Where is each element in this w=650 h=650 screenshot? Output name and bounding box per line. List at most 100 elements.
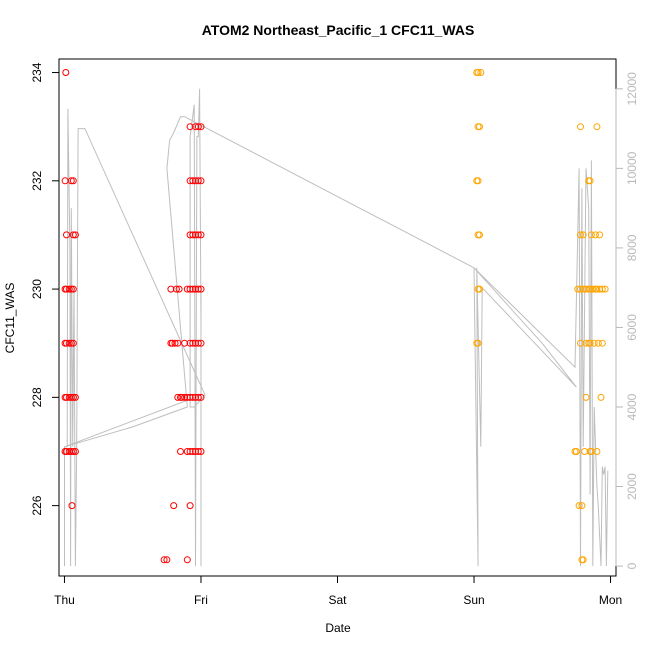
data-point-series-1 [183, 556, 191, 564]
data-point-series-1 [69, 393, 77, 401]
y-tick-label: 230 [30, 279, 44, 299]
data-point-series-1 [174, 393, 182, 401]
x-tick-label: Sat [328, 593, 347, 607]
data-point-series-1 [197, 177, 205, 185]
data-point-series-1 [174, 339, 182, 347]
data-point-series-1 [69, 448, 77, 455]
data-point-series-1 [68, 502, 76, 510]
data-point-series-1 [69, 285, 77, 293]
x-tick-label: Fri [194, 593, 208, 607]
data-point-series-2 [577, 123, 584, 131]
data-point-series-1 [194, 231, 202, 239]
data-point-series-2 [597, 393, 605, 401]
data-point-series-2 [586, 177, 594, 185]
data-point-series-1 [186, 177, 194, 185]
line-layer [64, 88, 609, 567]
y2-tick-label: 4000 [625, 393, 639, 420]
data-point-series-1 [172, 285, 180, 293]
data-point-series-1 [67, 448, 75, 455]
data-point-series-1 [163, 556, 171, 564]
data-point-series-1 [69, 177, 77, 185]
data-point-series-1 [186, 231, 194, 239]
x-axis-label: Date [325, 621, 351, 635]
data-point-series-1 [71, 231, 79, 239]
y-axis: 226 228 230 232 234 [30, 62, 60, 516]
data-point-series-1 [194, 448, 202, 455]
y-tick-label: 226 [30, 495, 44, 515]
chart-title: ATOM2 Northeast_Pacific_1 CFC11_WAS [202, 22, 475, 38]
points-layer [61, 69, 609, 564]
data-point-series-1 [197, 231, 205, 239]
data-point-series-2 [574, 285, 582, 293]
data-point-series-1 [63, 393, 70, 401]
data-point-series-1 [186, 123, 194, 131]
y-tick-label: 234 [30, 62, 44, 82]
data-point-series-2 [474, 69, 482, 76]
data-point-series-1 [197, 393, 205, 401]
data-point-series-1 [197, 123, 205, 131]
x-axis: Thu Fri Sat Sun Mon [54, 575, 622, 607]
data-point-series-2 [590, 339, 598, 347]
y2-axis: 0 2000 4000 6000 8000 10000 12000 [615, 72, 639, 569]
data-point-series-2 [598, 285, 606, 293]
data-point-series-1 [71, 448, 79, 455]
data-point-series-1 [67, 393, 75, 401]
data-point-series-1 [63, 285, 70, 293]
y-tick-label: 228 [30, 387, 44, 407]
data-point-series-1 [194, 393, 202, 401]
y2-tick-label: 12000 [625, 72, 639, 106]
data-point-series-2 [582, 339, 590, 347]
data-point-series-1 [197, 285, 205, 293]
data-point-series-1 [65, 285, 73, 293]
data-point-series-2 [476, 285, 483, 293]
data-point-series-1 [171, 339, 179, 347]
data-point-series-2 [587, 231, 595, 239]
data-point-series-2 [474, 177, 482, 185]
data-point-series-2 [586, 285, 594, 293]
data-point-series-1 [194, 339, 202, 347]
data-point-series-2 [601, 285, 609, 293]
data-point-series-1 [160, 556, 168, 564]
data-point-series-1 [62, 69, 70, 76]
data-point-series-1 [69, 231, 77, 239]
data-point-series-2 [593, 285, 601, 293]
data-point-series-2 [596, 231, 604, 239]
data-point-series-1 [61, 177, 69, 185]
data-point-series-1 [186, 502, 194, 510]
data-point-series-2 [578, 502, 586, 510]
x-tick-label: Sun [463, 593, 484, 607]
data-point-series-1 [65, 339, 73, 347]
data-point-series-1 [67, 339, 75, 347]
data-point-series-1 [63, 448, 70, 455]
data-point-series-2 [594, 339, 602, 347]
data-point-series-1 [63, 231, 70, 239]
data-point-series-1 [175, 285, 183, 293]
data-point-series-1 [178, 393, 186, 401]
series-line [64, 88, 609, 567]
data-point-series-1 [194, 123, 202, 131]
y2-tick-label: 6000 [625, 314, 639, 341]
data-point-series-2 [474, 339, 482, 347]
data-point-series-2 [592, 231, 599, 239]
data-point-series-2 [582, 285, 590, 293]
y-tick-label: 232 [30, 170, 44, 190]
y2-tick-label: 2000 [625, 473, 639, 500]
data-point-series-1 [197, 448, 205, 455]
data-point-series-2 [476, 123, 483, 131]
data-point-series-2 [593, 123, 601, 131]
x-tick-label: Thu [54, 593, 75, 607]
data-point-series-1 [194, 285, 202, 293]
data-point-series-2 [589, 285, 597, 293]
data-point-series-1 [194, 177, 202, 185]
data-point-series-1 [177, 448, 184, 455]
data-point-series-2 [577, 231, 584, 239]
y2-tick-label: 0 [625, 562, 639, 569]
data-point-series-2 [575, 502, 583, 510]
data-point-series-1 [71, 393, 79, 401]
y-axis-label: CFC11_WAS [3, 283, 17, 354]
data-point-series-1 [186, 339, 194, 347]
data-point-series-1 [67, 285, 75, 293]
data-point-series-2 [579, 231, 587, 239]
data-point-series-2 [579, 556, 587, 564]
